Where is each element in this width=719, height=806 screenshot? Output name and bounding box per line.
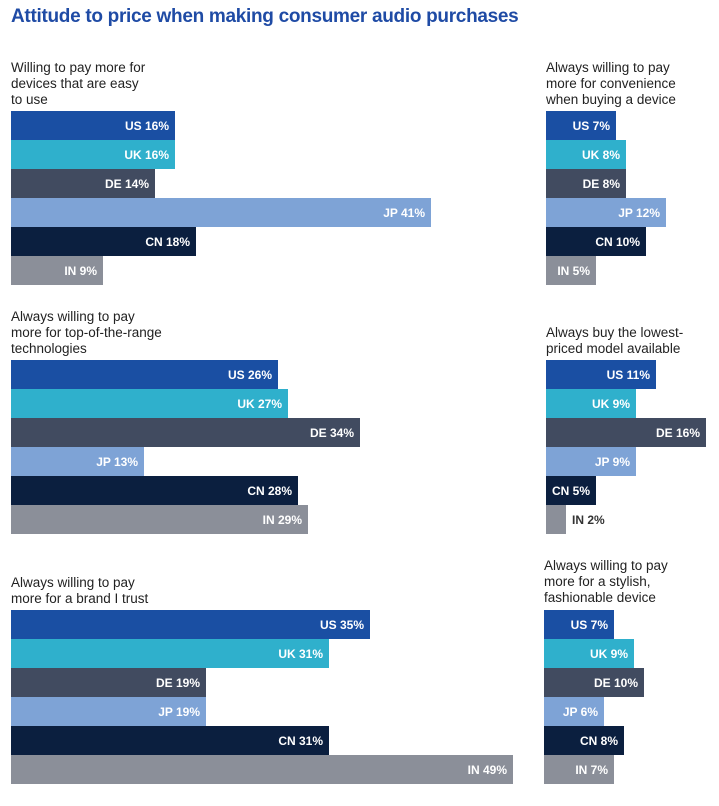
bar-label-us: US 35% — [319, 618, 364, 632]
chart-title: Always willing to pay more for top-of-th… — [11, 309, 162, 356]
bar-label-cn: CN 10% — [595, 235, 640, 249]
bar-jp — [11, 447, 144, 476]
chart-panel-stylish: Always willing to pay more for a stylish… — [544, 558, 716, 798]
chart-panel-easy-to-use: Willing to pay more for devices that are… — [11, 60, 521, 290]
bar-label-in: IN 9% — [64, 264, 97, 278]
bar-de — [544, 668, 644, 697]
bar-label-in: IN 5% — [557, 264, 590, 278]
bar-label-jp: JP 6% — [562, 705, 598, 719]
chart-title: Always willing to pay more for convenien… — [546, 60, 676, 107]
bar-label-in: IN 29% — [262, 513, 302, 527]
bar-label-jp: JP 41% — [383, 206, 425, 220]
chart-panel-convenience: Always willing to pay more for convenien… — [546, 60, 716, 290]
bar-uk — [546, 140, 626, 169]
bar-uk — [546, 389, 636, 418]
bar-uk — [11, 389, 288, 418]
bar-label-cn: CN 28% — [247, 484, 292, 498]
chart-panel-lowest-priced: Always buy the lowest- priced model avai… — [546, 325, 716, 555]
chart-title: Always buy the lowest- priced model avai… — [546, 325, 684, 356]
bar-in — [11, 505, 308, 534]
bar-uk — [544, 639, 634, 668]
chart-panel-top-of-range: Always willing to pay more for top-of-th… — [11, 309, 521, 539]
bar-jp — [546, 198, 666, 227]
bar-label-de: DE 19% — [155, 676, 200, 690]
bar-de — [11, 169, 155, 198]
bar-jp — [11, 697, 206, 726]
bar-label-uk: UK 27% — [237, 397, 282, 411]
bar-us — [11, 111, 175, 140]
bar-label-de: DE 10% — [593, 676, 638, 690]
bar-cn — [544, 726, 624, 755]
bar-label-us: US 16% — [124, 119, 169, 133]
bar-us — [11, 610, 370, 639]
bar-de — [546, 418, 706, 447]
bar-in — [11, 256, 103, 285]
bar-jp — [11, 198, 431, 227]
bar-de — [11, 418, 360, 447]
bar-in — [11, 755, 513, 784]
bar-jp — [544, 697, 604, 726]
bar-label-uk: UK 31% — [278, 647, 323, 661]
bar-cn — [11, 476, 298, 505]
bar-label-uk: UK 9% — [589, 647, 628, 661]
bar-label-uk: UK 9% — [591, 397, 630, 411]
bar-label-in: IN 7% — [575, 763, 608, 777]
bar-cn — [11, 726, 329, 755]
bar-label-cn: CN 31% — [278, 734, 323, 748]
bar-label-de: DE 14% — [104, 177, 149, 191]
bar-de — [546, 169, 626, 198]
bar-label-in: IN 2% — [572, 513, 605, 527]
bar-cn — [11, 227, 196, 256]
bar-label-cn: CN 8% — [579, 734, 618, 748]
bar-us — [546, 111, 616, 140]
bar-label-jp: JP 9% — [594, 455, 630, 469]
bar-label-de: DE 8% — [582, 177, 620, 191]
bar-us — [11, 360, 278, 389]
chart-title: Willing to pay more for devices that are… — [11, 60, 146, 107]
chart-title: Always willing to pay more for a stylish… — [544, 558, 668, 605]
bar-label-jp: JP 13% — [96, 455, 138, 469]
bar-label-de: DE 16% — [655, 426, 700, 440]
bar-cn — [546, 227, 646, 256]
bar-label-de: DE 34% — [309, 426, 354, 440]
bar-label-cn: CN 18% — [145, 235, 190, 249]
page-title: Attitude to price when making consumer a… — [11, 6, 519, 27]
bar-us — [546, 360, 656, 389]
bar-label-us: US 26% — [227, 368, 272, 382]
bar-label-us: US 7% — [572, 119, 610, 133]
bar-label-jp: JP 12% — [618, 206, 660, 220]
bar-de — [11, 668, 206, 697]
bar-us — [544, 610, 614, 639]
bar-uk — [11, 639, 329, 668]
bar-label-uk: UK 8% — [581, 148, 620, 162]
chart-title: Always willing to pay more for a brand I… — [11, 575, 149, 606]
bar-in — [546, 505, 566, 534]
bar-label-cn: CN 5% — [551, 484, 590, 498]
bar-jp — [546, 447, 636, 476]
bar-label-in: IN 49% — [467, 763, 507, 777]
bar-in — [544, 755, 614, 784]
bar-label-uk: UK 16% — [124, 148, 169, 162]
bar-in — [546, 256, 596, 285]
bar-cn — [546, 476, 596, 505]
bar-label-us: US 7% — [570, 618, 608, 632]
bar-label-jp: JP 19% — [158, 705, 200, 719]
bar-uk — [11, 140, 175, 169]
chart-panel-brand-trust: Always willing to pay more for a brand I… — [11, 575, 521, 800]
bar-label-us: US 11% — [606, 368, 650, 382]
